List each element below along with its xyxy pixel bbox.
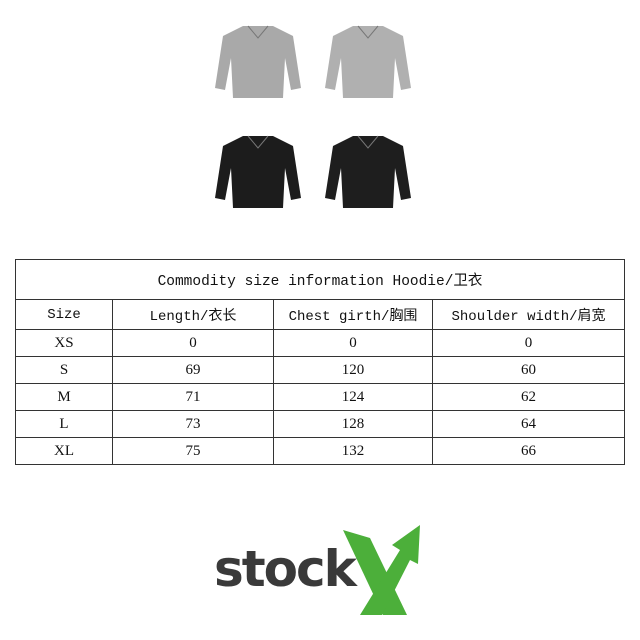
table-row: M 71 124 62	[15, 383, 625, 411]
table-cell: 60	[432, 356, 625, 384]
table-cell: M	[15, 383, 113, 411]
hoodie-icon	[325, 25, 411, 98]
product-image-grey-front	[213, 18, 303, 108]
table-cell: 124	[273, 383, 433, 411]
table-cell: 128	[273, 410, 433, 438]
table-cell: 73	[112, 410, 274, 438]
table-title: Commodity size information Hoodie/卫衣	[15, 259, 625, 300]
table-cell: 69	[112, 356, 274, 384]
table-cell: 71	[112, 383, 274, 411]
table-row: S 69 120 60	[15, 356, 625, 384]
header-shoulder: Shoulder width/肩宽	[432, 299, 625, 330]
header-size: Size	[15, 299, 113, 330]
table-row: XS 0 0 0	[15, 329, 625, 357]
hoodie-icon	[215, 25, 301, 98]
table-row: XL 75 132 66	[15, 437, 625, 465]
table-cell: XS	[15, 329, 113, 357]
logo-text: stock	[214, 540, 357, 598]
table-cell: 75	[112, 437, 274, 465]
table-cell: 64	[432, 410, 625, 438]
hoodie-icon	[325, 135, 411, 208]
hoodie-icon	[215, 135, 301, 208]
product-image-black-back	[323, 128, 413, 218]
table-cell: XL	[15, 437, 113, 465]
product-image-black-front	[213, 128, 303, 218]
table-cell: 66	[432, 437, 625, 465]
table-cell: L	[15, 410, 113, 438]
stockx-logo: stock	[210, 520, 435, 620]
table-cell: 0	[432, 329, 625, 357]
table-cell: S	[15, 356, 113, 384]
logo-x-arrow-icon	[343, 525, 420, 615]
header-chest: Chest girth/胸围	[273, 299, 433, 330]
table-row: L 73 128 64	[15, 410, 625, 438]
size-table: Commodity size information Hoodie/卫衣 Siz…	[15, 259, 625, 465]
table-cell: 62	[432, 383, 625, 411]
table-cell: 0	[112, 329, 274, 357]
header-length: Length/衣长	[112, 299, 274, 330]
table-cell: 120	[273, 356, 433, 384]
table-cell: 0	[273, 329, 433, 357]
table-cell: 132	[273, 437, 433, 465]
product-image-grey-back	[323, 18, 413, 108]
